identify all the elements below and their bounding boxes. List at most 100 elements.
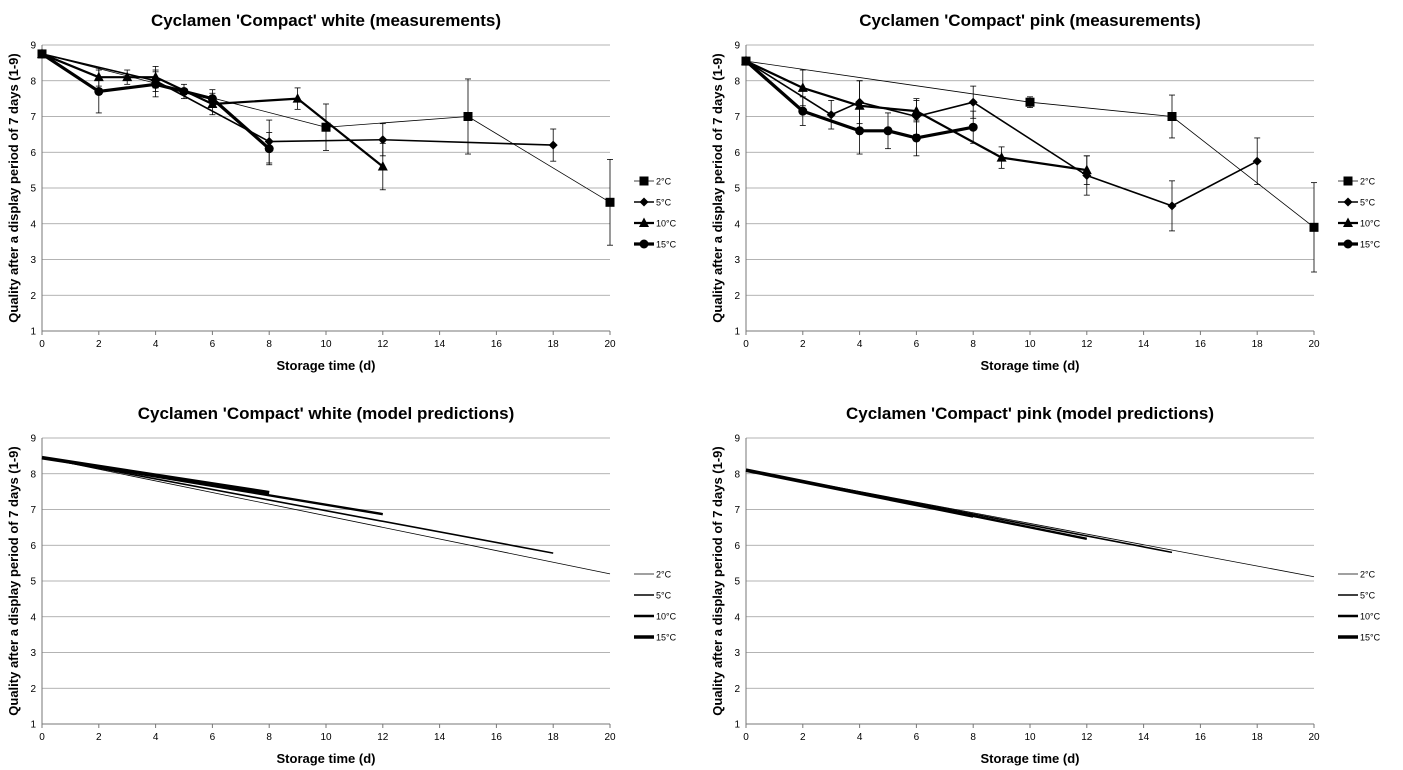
chart-pink-measurements: Cyclamen 'Compact' pink (measurements)12… (710, 11, 1381, 373)
y-tick-label: 3 (734, 648, 740, 659)
series-line (41, 455, 270, 495)
legend-marker (1343, 239, 1353, 249)
data-point (1025, 97, 1035, 107)
y-tick-label: 3 (30, 648, 36, 659)
y-tick-label: 5 (734, 184, 740, 195)
x-tick-label: 0 (743, 339, 749, 350)
data-point (605, 197, 615, 207)
data-point (292, 93, 303, 103)
chart-title: Cyclamen 'Compact' white (model predicti… (138, 404, 514, 423)
legend-label: 10°C (1360, 612, 1381, 622)
y-tick-label: 1 (734, 327, 740, 338)
y-tick-label: 6 (734, 148, 740, 159)
series-10CC (37, 48, 388, 191)
x-tick-label: 8 (266, 339, 272, 350)
y-tick-label: 5 (30, 577, 36, 588)
legend-marker (639, 239, 649, 249)
data-point (122, 71, 133, 82)
data-point (378, 135, 388, 145)
series-line (41, 456, 554, 554)
legend-marker (1343, 197, 1353, 207)
data-point (826, 110, 836, 120)
series-line (744, 59, 974, 140)
data-point (94, 86, 104, 96)
y-tick-label: 4 (30, 612, 36, 623)
series-15CC (41, 455, 270, 495)
y-axis-label: Quality after a display period of 7 days… (710, 446, 725, 715)
series-line (745, 60, 1258, 207)
x-tick-label: 8 (970, 732, 976, 743)
legend-label: 10°C (656, 612, 677, 622)
series-line (745, 60, 1315, 228)
x-tick-label: 20 (1308, 732, 1320, 743)
x-tick-label: 6 (210, 339, 216, 350)
y-tick-label: 7 (30, 505, 36, 516)
x-tick-label: 4 (153, 339, 159, 350)
data-point (911, 105, 922, 116)
y-tick-label: 8 (30, 469, 36, 480)
series-2CC (741, 56, 1319, 273)
x-axis-label: Storage time (d) (277, 358, 376, 373)
legend-entry: 2°C (634, 176, 672, 187)
x-tick-label: 18 (1252, 732, 1264, 743)
y-axis-label: Quality after a display period of 7 days… (710, 53, 725, 322)
x-tick-label: 16 (491, 732, 503, 743)
legend-entry: 15°C (1338, 239, 1381, 250)
x-axis-label: Storage time (d) (277, 751, 376, 766)
data-point (1309, 222, 1319, 232)
y-tick-label: 9 (734, 41, 740, 52)
x-tick-label: 20 (604, 732, 616, 743)
x-tick-label: 14 (1138, 732, 1150, 743)
y-tick-label: 1 (30, 327, 36, 338)
y-tick-label: 4 (30, 219, 36, 230)
series-5CC (41, 456, 554, 554)
legend-label: 10°C (1360, 219, 1381, 229)
x-tick-label: 10 (1024, 732, 1036, 743)
legend-entry: 10°C (1338, 612, 1381, 622)
x-tick-label: 14 (434, 339, 446, 350)
y-tick-label: 9 (734, 434, 740, 445)
data-point (741, 56, 751, 66)
x-tick-label: 6 (914, 339, 920, 350)
data-point (1081, 164, 1092, 175)
legend-label: 5°C (656, 591, 672, 601)
legend-label: 2°C (656, 570, 672, 580)
data-point (968, 122, 978, 132)
data-point (37, 49, 47, 59)
legend-label: 2°C (1360, 177, 1376, 187)
series-15CC (745, 468, 974, 518)
x-tick-label: 0 (743, 732, 749, 743)
y-tick-label: 6 (734, 541, 740, 552)
data-point (855, 126, 865, 136)
legend-entry: 5°C (1338, 591, 1376, 601)
y-tick-label: 6 (30, 541, 36, 552)
x-tick-label: 4 (857, 732, 863, 743)
y-tick-label: 8 (734, 469, 740, 480)
y-tick-label: 7 (30, 112, 36, 123)
x-tick-label: 20 (604, 339, 616, 350)
x-tick-label: 6 (914, 732, 920, 743)
legend-label: 15°C (1360, 240, 1381, 250)
x-tick-label: 18 (548, 732, 560, 743)
series-line (41, 52, 271, 150)
data-point (1167, 201, 1177, 211)
y-tick-label: 5 (734, 577, 740, 588)
data-point (911, 133, 921, 143)
data-point (377, 161, 388, 171)
legend-label: 2°C (656, 177, 672, 187)
y-tick-label: 1 (30, 720, 36, 731)
chart-title: Cyclamen 'Compact' pink (model predictio… (846, 404, 1214, 423)
x-tick-label: 6 (210, 732, 216, 743)
y-tick-label: 2 (734, 684, 740, 695)
x-tick-label: 8 (970, 339, 976, 350)
data-point (151, 79, 161, 89)
data-point (797, 82, 808, 92)
y-tick-label: 8 (734, 76, 740, 87)
chart-white-measurements: Cyclamen 'Compact' white (measurements) 1… (6, 11, 677, 373)
chart-white-model-predictions: Cyclamen 'Compact' white (model predicti… (6, 404, 677, 766)
y-tick-label: 4 (734, 612, 740, 623)
x-tick-label: 12 (377, 339, 389, 350)
legend-label: 5°C (1360, 591, 1376, 601)
x-tick-label: 0 (39, 339, 45, 350)
x-tick-label: 4 (153, 732, 159, 743)
